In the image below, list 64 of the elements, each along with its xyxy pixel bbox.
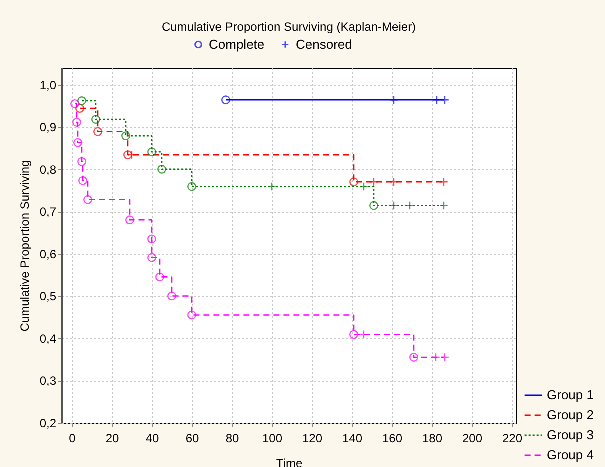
point — [370, 201, 378, 210]
chart-title: Cumulative Proportion Surviving (Kaplan-Meier) — [162, 20, 416, 34]
point — [440, 201, 448, 210]
point — [440, 353, 450, 362]
y-tick-label: 0,4 — [40, 332, 57, 346]
x-tick-label: 0 — [69, 432, 76, 446]
x-tick-label: 140 — [342, 432, 363, 446]
point — [122, 132, 130, 141]
legend-label: Group 2 — [547, 408, 594, 422]
x-tick-label: 180 — [422, 432, 443, 446]
y-tick-label: 0,5 — [40, 290, 57, 304]
x-tick-label: 220 — [502, 432, 523, 446]
point — [432, 353, 440, 362]
legend-label: Complete — [209, 36, 265, 52]
point — [148, 234, 156, 244]
point — [360, 182, 368, 192]
point — [222, 96, 230, 105]
point — [78, 157, 86, 166]
point — [168, 292, 176, 301]
y-axis-title: Cumulative Proportion Surviving — [18, 160, 32, 332]
point — [92, 115, 100, 124]
point — [84, 195, 92, 204]
y-tick-label: 0,8 — [40, 162, 57, 177]
point — [350, 178, 358, 187]
x-tick-label: 160 — [382, 432, 403, 446]
point — [148, 253, 156, 262]
legend-label: Censored — [296, 36, 352, 52]
point — [188, 310, 196, 320]
point — [390, 178, 398, 187]
point — [78, 176, 88, 186]
point — [406, 201, 414, 210]
y-tick-label: 0,6 — [40, 247, 57, 262]
point — [74, 138, 82, 148]
point — [126, 216, 134, 225]
point — [156, 272, 164, 282]
point — [410, 353, 418, 362]
point — [268, 182, 276, 192]
point — [370, 178, 378, 187]
y-tick-label: 0,2 — [40, 416, 57, 430]
legend-label: Group 3 — [547, 428, 594, 442]
point — [70, 99, 80, 108]
legend-label: Group 1 — [547, 388, 594, 402]
x-tick-label: 20 — [106, 432, 120, 446]
point — [148, 148, 156, 157]
y-tick-label: 0,9 — [40, 120, 57, 135]
x-tick-label: 120 — [302, 432, 323, 446]
point — [76, 104, 84, 114]
point — [72, 118, 82, 127]
x-tick-label: 200 — [462, 432, 483, 446]
point — [188, 182, 196, 192]
x-tick-label: 100 — [262, 432, 283, 446]
y-tick-label: 0,7 — [40, 205, 57, 220]
y-tick-label: 0,3 — [40, 374, 57, 388]
point — [94, 127, 102, 136]
legend-label: Group 4 — [547, 448, 594, 462]
point — [158, 164, 166, 174]
y-tick-label: 1,0 — [40, 78, 57, 92]
x-tick-label: 80 — [226, 432, 240, 446]
point — [390, 201, 398, 210]
point — [78, 96, 86, 106]
x-tick-label: 60 — [186, 432, 200, 446]
point — [440, 178, 448, 187]
x-tick-label: 40 — [146, 432, 160, 446]
point — [124, 150, 132, 160]
